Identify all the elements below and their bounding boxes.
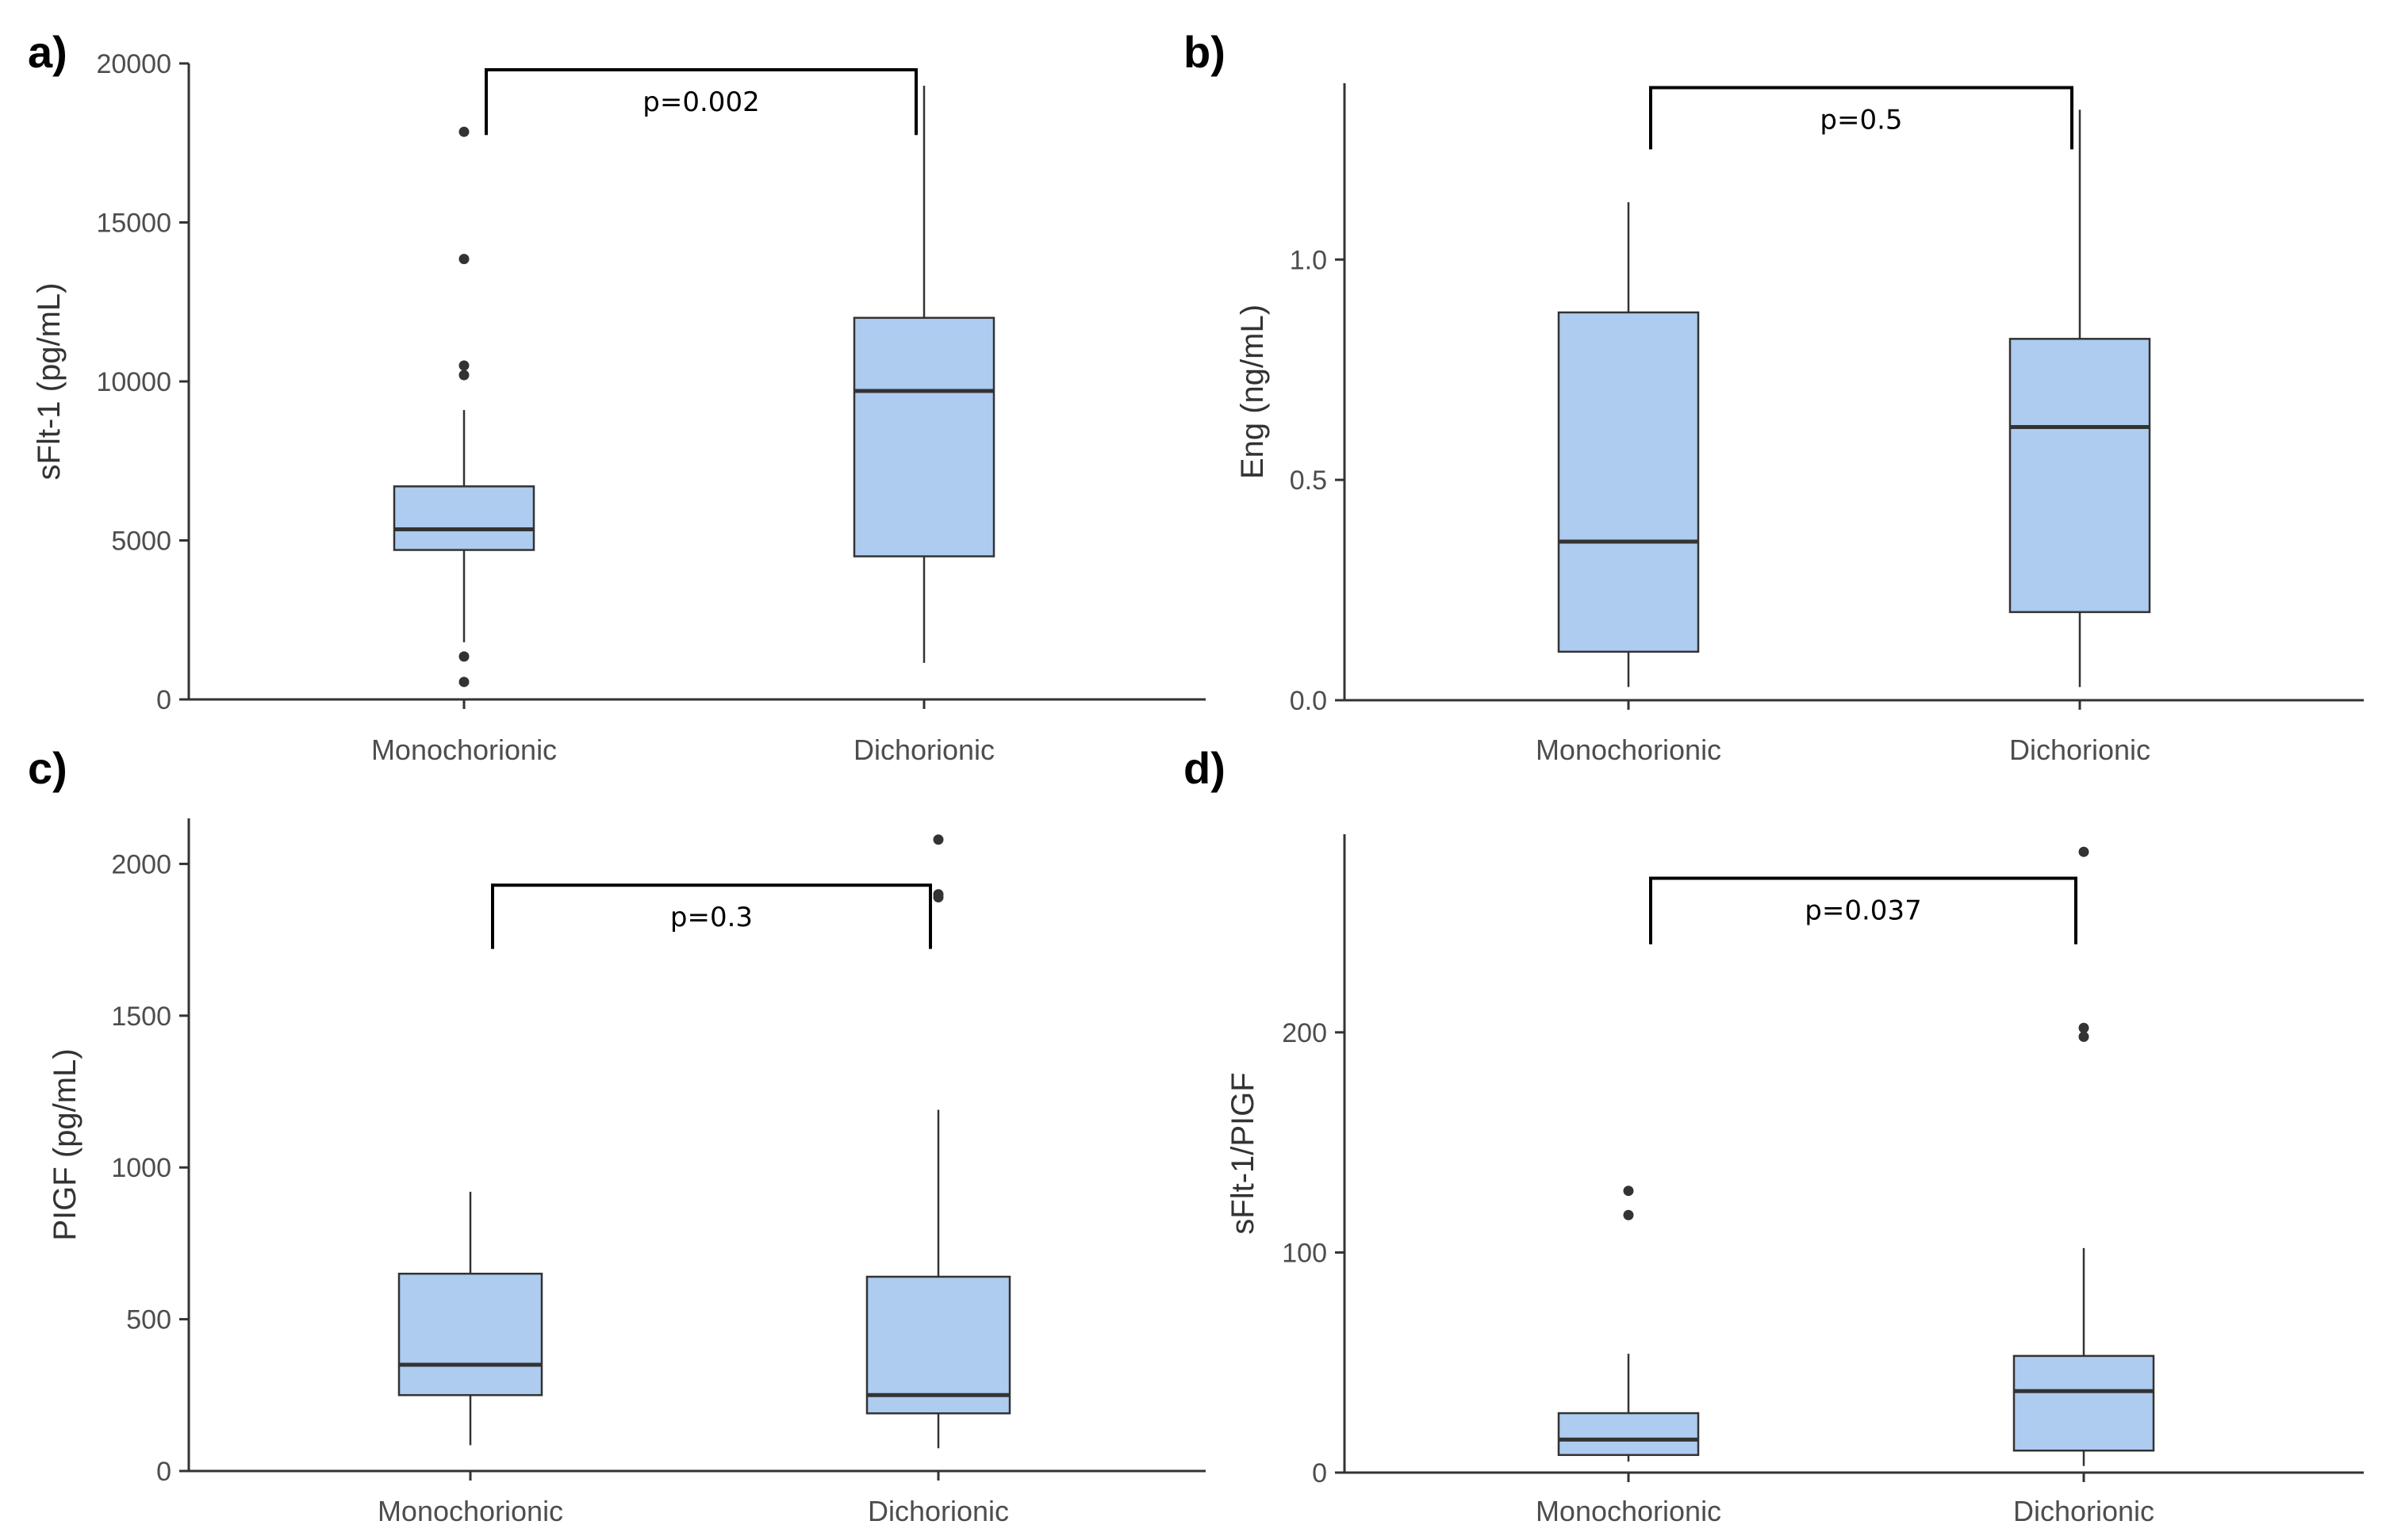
y-tick-label: 500 <box>126 1305 171 1335</box>
outlier-point <box>1623 1186 1634 1197</box>
y-axis-title: Eng (ng/mL) <box>1235 305 1270 479</box>
box-iqr <box>1557 311 1700 653</box>
y-axis-title: PIGF (pg/mL) <box>48 1048 82 1240</box>
panel-d: d) 0 100 200 sFlt-1/PIGF Monochorionic Dichori… <box>1183 743 2364 1527</box>
outlier-point <box>458 254 470 265</box>
box-dichorionic <box>865 834 1011 1449</box>
box-monochorionic <box>1557 202 1700 688</box>
panel-label: a) <box>28 27 67 77</box>
box-dichorionic <box>853 86 995 663</box>
y-tick-label: 0 <box>156 1457 171 1487</box>
x-category-label: Monochorionic <box>371 734 557 766</box>
box-monochorionic <box>1557 1186 1700 1462</box>
outlier-point <box>1623 1209 1634 1220</box>
y-tick-label: 15000 <box>96 209 171 239</box>
p-value-label: p=0.002 <box>642 86 759 118</box>
panel-label: c) <box>28 743 67 793</box>
x-category-label: Dichorionic <box>868 1495 1009 1527</box>
box-iqr <box>2012 1354 2155 1452</box>
y-axis-title: sFlt-1/PIGF <box>1226 1072 1260 1234</box>
p-value-label: p=0.037 <box>1805 895 1921 927</box>
p-value-label: p=0.3 <box>670 902 753 933</box>
y-tick-label: 100 <box>1282 1238 1327 1268</box>
outlier-point <box>458 126 470 137</box>
panel-a: a) 0 5000 10000 15000 20000 sFlt-1 (pg/mL) Mono… <box>28 27 1206 766</box>
box-iqr <box>393 485 535 551</box>
box-iqr <box>865 1275 1011 1415</box>
y-tick-label: 0.5 <box>1290 465 1327 496</box>
panel-c: c) 0 500 1000 1500 2000 PIGF (pg/mL) Monochorio… <box>28 743 1206 1527</box>
box-monochorionic <box>393 126 535 688</box>
p-value-label: p=0.5 <box>1820 105 1902 136</box>
panel-b: b) 0.0 0.5 1.0 Eng (ng/mL) Monochorionic Dicho… <box>1183 27 2364 766</box>
y-tick-label: 0 <box>156 685 171 715</box>
y-tick-label: 2000 <box>111 849 171 879</box>
significance-bracket <box>1649 86 2073 150</box>
significance-bracket <box>1649 876 2077 944</box>
outlier-point <box>2078 846 2089 857</box>
y-tick-label: 200 <box>1282 1018 1327 1048</box>
outlier-point <box>458 370 470 381</box>
outlier-point <box>933 892 944 903</box>
box-iqr <box>397 1272 543 1396</box>
y-tick-label: 0 <box>1312 1458 1327 1488</box>
y-tick-label: 1000 <box>111 1153 171 1183</box>
outlier-point <box>2078 1022 2089 1033</box>
x-category-label: Monochorionic <box>1536 734 1721 766</box>
panel-label: d) <box>1183 743 1226 793</box>
y-tick-label: 1.0 <box>1290 245 1327 275</box>
y-tick-label: 10000 <box>96 367 171 397</box>
y-tick-label: 5000 <box>111 527 171 557</box>
outlier-point <box>458 360 470 371</box>
x-category-label: Dichorionic <box>2013 1495 2154 1527</box>
y-tick-label: 20000 <box>96 49 171 79</box>
outlier-point <box>458 651 470 662</box>
box-dichorionic <box>2008 109 2151 688</box>
outlier-point <box>2078 1031 2089 1042</box>
box-iqr <box>2008 338 2151 614</box>
box-monochorionic <box>397 1191 543 1446</box>
x-category-label: Monochorionic <box>1536 1495 1721 1527</box>
x-category-label: Dichorionic <box>2009 734 2150 766</box>
box-iqr <box>1557 1412 1700 1457</box>
significance-bracket <box>485 68 918 136</box>
outlier-point <box>458 676 470 688</box>
outlier-point <box>933 834 944 845</box>
y-axis-title: sFlt-1 (pg/mL) <box>32 283 67 481</box>
panel-label: b) <box>1183 27 1226 77</box>
x-category-label: Dichorionic <box>853 734 995 766</box>
box-dichorionic <box>2012 846 2155 1466</box>
y-tick-label: 0.0 <box>1290 686 1327 716</box>
significance-bracket <box>491 883 932 949</box>
x-category-label: Monochorionic <box>378 1495 563 1527</box>
box-iqr <box>853 316 995 557</box>
y-tick-label: 1500 <box>111 1002 171 1032</box>
